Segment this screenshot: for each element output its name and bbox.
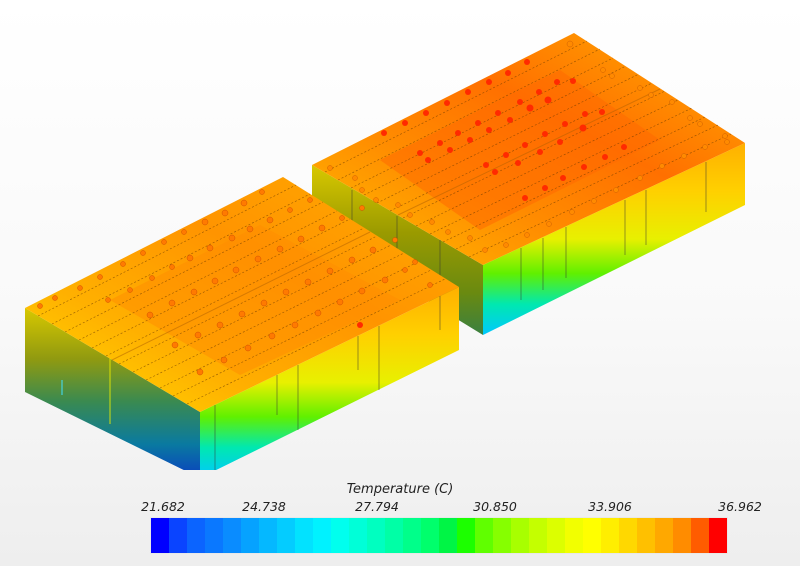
colorbar-segment: [439, 518, 457, 553]
colorbar-segment: [655, 518, 673, 553]
colorbar-title: Temperature (C): [346, 482, 454, 497]
colorbar-segment: [475, 518, 493, 553]
colorbar-segment: [223, 518, 241, 553]
colorbar-segment: [241, 518, 259, 553]
colorbar-segment: [529, 518, 547, 553]
colorbar-segment: [637, 518, 655, 553]
colorbar-segment: [601, 518, 619, 553]
tick-label: 36.962: [718, 499, 762, 514]
colorbar-segment: [169, 518, 187, 553]
temperature-colorbar: [150, 517, 728, 554]
colorbar-segment: [313, 518, 331, 553]
colorbar-segment: [259, 518, 277, 553]
colorbar-segment: [187, 518, 205, 553]
module-left: [25, 177, 459, 470]
colorbar-ticks: 21.682 24.738 27.794 30.850 33.906 36.96…: [0, 499, 800, 515]
colorbar-segment: [547, 518, 565, 553]
colorbar-segment: [565, 518, 583, 553]
tick-label: 21.682: [141, 499, 185, 514]
colorbar-segment: [673, 518, 691, 553]
tick-label: 30.850: [473, 499, 517, 514]
colorbar-segment: [457, 518, 475, 553]
colorbar-segment: [619, 518, 637, 553]
colorbar-segment: [349, 518, 367, 553]
colorbar-segment: [709, 518, 727, 553]
colorbar-segment: [151, 518, 169, 553]
colorbar-segment: [367, 518, 385, 553]
colorbar-segment: [277, 518, 295, 553]
colorbar-segment: [511, 518, 529, 553]
battery-pack-3d-view: [25, 33, 745, 470]
colorbar-segment: [493, 518, 511, 553]
colorbar-segment: [691, 518, 709, 553]
colorbar-segment: [421, 518, 439, 553]
colorbar-segment: [583, 518, 601, 553]
colorbar-segment: [295, 518, 313, 553]
tick-label: 27.794: [355, 499, 399, 514]
tick-label: 24.738: [242, 499, 286, 514]
colorbar-segment: [331, 518, 349, 553]
tick-label: 33.906: [588, 499, 632, 514]
colorbar-segment: [205, 518, 223, 553]
colorbar-segment: [403, 518, 421, 553]
colorbar-segment: [385, 518, 403, 553]
